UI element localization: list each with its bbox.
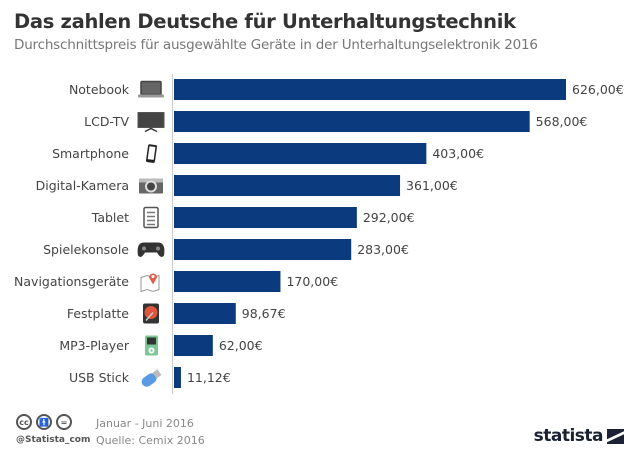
- bar: [174, 239, 352, 260]
- gamepad-icon: [137, 242, 165, 257]
- bar: [174, 303, 236, 324]
- tablet-icon: [143, 206, 159, 229]
- category-label: MP3-Player: [59, 338, 130, 353]
- source-note: Quelle: Cemix 2016: [96, 434, 205, 447]
- laptop-icon: [138, 80, 164, 98]
- hard-drive-icon: [143, 303, 159, 324]
- bar-row: USB Stick 11,12€: [69, 367, 231, 388]
- category-label: Smartphone: [52, 146, 129, 161]
- bar-row: Notebook 626,00€: [69, 79, 624, 100]
- statista-logo-text: statista: [533, 426, 604, 446]
- bar: [174, 335, 213, 356]
- value-label: 98,67€: [242, 306, 286, 321]
- bar-row: Spielekonsole 283,00€: [43, 239, 409, 260]
- bar: [174, 111, 530, 132]
- cc-icon: cc: [16, 414, 32, 430]
- smartphone-icon: [145, 144, 158, 163]
- bar-row: Festplatte 98,67€: [67, 303, 286, 324]
- bar-row: Smartphone 403,00€: [52, 143, 484, 164]
- attribution-icon: 🚹: [36, 414, 52, 430]
- bar: [174, 271, 281, 292]
- bar-row: MP3-Player 62,00€: [59, 335, 263, 356]
- bar: [174, 367, 181, 388]
- category-label: Digital-Kamera: [36, 178, 129, 193]
- license-icons: cc 🚹 =: [16, 414, 72, 430]
- chart-subtitle: Durchschnittspreis für ausgewählte Gerät…: [14, 37, 538, 53]
- value-label: 11,12€: [187, 370, 231, 385]
- period-note: Januar - Juni 2016: [96, 417, 194, 430]
- statista-handle: @Statista_com: [16, 435, 91, 445]
- statista-logo[interactable]: statista: [534, 426, 624, 446]
- category-label: Navigationsgeräte: [14, 274, 129, 289]
- tv-icon: [137, 112, 165, 133]
- value-label: 292,00€: [363, 210, 415, 225]
- usb-stick-icon: [141, 369, 162, 387]
- category-label: USB Stick: [69, 370, 130, 385]
- statista-logo-icon: [607, 428, 624, 444]
- bar: [174, 143, 427, 164]
- no-derivatives-icon: =: [56, 414, 72, 430]
- mp3-player-icon: [145, 335, 158, 356]
- bar-row: Navigationsgeräte 170,00€: [14, 271, 338, 293]
- category-label: Notebook: [69, 82, 130, 97]
- bar-row: LCD-TV 568,00€: [84, 111, 588, 133]
- category-label: Tablet: [91, 210, 129, 225]
- value-label: 568,00€: [536, 114, 588, 129]
- bar: [174, 79, 566, 100]
- value-label: 626,00€: [572, 82, 624, 97]
- camera-icon: [139, 178, 163, 194]
- value-label: 403,00€: [432, 146, 484, 161]
- category-label: Festplatte: [67, 306, 129, 321]
- bar-row: Digital-Kamera 361,00€: [36, 175, 458, 196]
- value-label: 283,00€: [357, 242, 409, 257]
- bar-row: Tablet 292,00€: [91, 206, 415, 229]
- category-label: Spielekonsole: [43, 242, 129, 257]
- value-label: 62,00€: [219, 338, 263, 353]
- chart-title: Das zahlen Deutsche für Unterhaltungstec…: [14, 10, 516, 33]
- map-pin-icon: [140, 273, 160, 293]
- value-label: 170,00€: [286, 274, 338, 289]
- bar: [174, 175, 401, 196]
- category-label: LCD-TV: [84, 114, 129, 129]
- value-label: 361,00€: [406, 178, 458, 193]
- bar: [174, 207, 357, 228]
